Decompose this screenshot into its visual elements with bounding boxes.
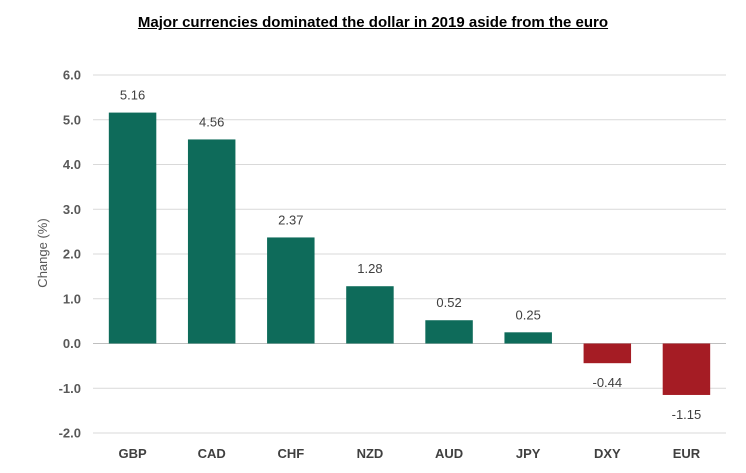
data-labels: 5.16 4.56 2.37 1.28 0.52 0.25 -0.44 -1.15 [120,88,701,422]
y-tick-label: 5.0 [63,112,81,127]
data-label-chf: 2.37 [278,212,303,227]
data-label-eur: -1.15 [672,407,702,422]
data-label-nzd: 1.28 [357,261,382,276]
x-tick-label-eur: EUR [673,446,701,461]
x-tick-label-chf: CHF [277,446,304,461]
y-tick-label: 6.0 [63,68,81,83]
bar-chf [267,237,315,344]
x-axis-categories: GBP CAD CHF NZD AUD JPY DXY EUR [118,446,700,461]
bar-nzd [346,286,394,344]
data-label-dxy: -0.44 [592,375,622,390]
x-tick-label-nzd: NZD [357,446,384,461]
y-axis-ticks: 6.0 5.0 4.0 3.0 2.0 1.0 0.0 -1.0 -2.0 [59,68,81,441]
x-tick-label-cad: CAD [198,446,226,461]
x-tick-label-dxy: DXY [594,446,621,461]
y-tick-label: 3.0 [63,202,81,217]
data-label-gbp: 5.16 [120,88,145,103]
bar-gbp [108,112,157,344]
data-label-cad: 4.56 [199,114,224,129]
chart-title: Major currencies dominated the dollar in… [137,14,609,31]
y-tick-label: -1.0 [59,381,81,396]
data-label-aud: 0.52 [436,295,461,310]
bar-cad [187,139,236,344]
y-tick-label: -2.0 [59,426,81,441]
y-tick-label: 0.0 [63,336,81,351]
y-axis-label: Change (%) [35,218,50,287]
bar-eur [662,343,711,395]
bar-aud [425,320,473,344]
y-tick-label: 1.0 [63,291,81,306]
y-tick-label: 4.0 [63,157,81,172]
x-tick-label-jpy: JPY [516,446,541,461]
x-tick-label-aud: AUD [435,446,463,461]
bars [108,112,711,395]
bar-jpy [504,332,552,344]
bar-dxy [583,343,632,364]
x-tick-label-gbp: GBP [118,446,147,461]
data-label-jpy: 0.25 [516,307,541,322]
y-tick-label: 2.0 [63,247,81,262]
